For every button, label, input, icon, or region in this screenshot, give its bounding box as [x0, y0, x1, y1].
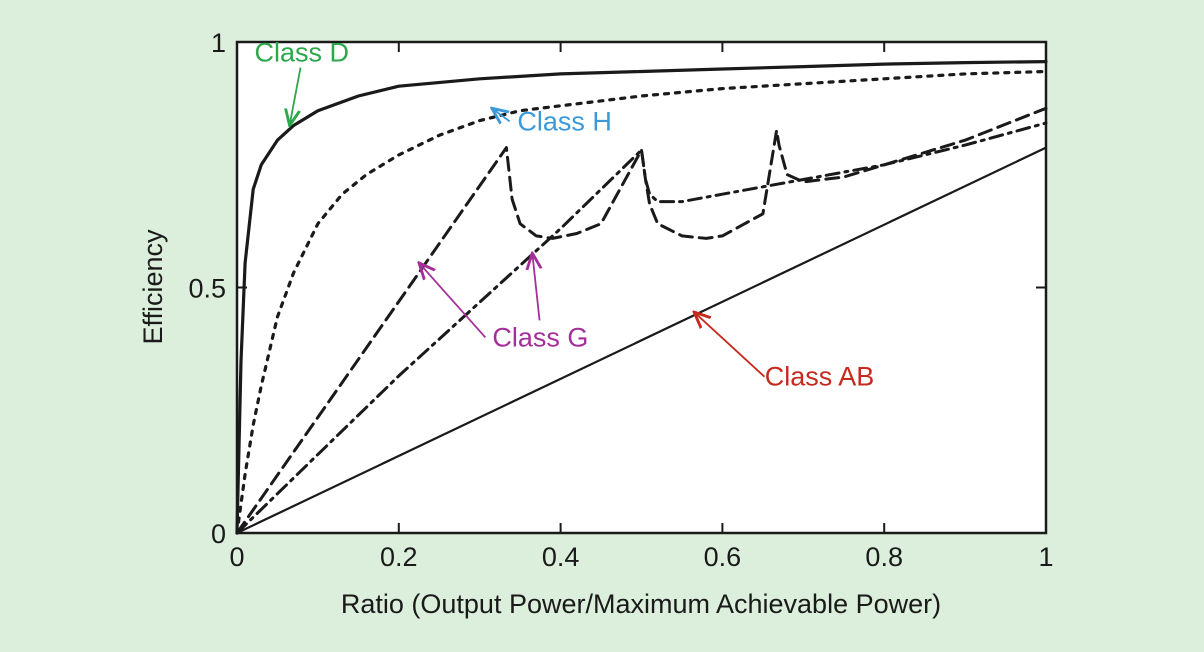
- series-line-solid-thin: [235, 146, 1048, 535]
- x-tick-label: 0.4: [542, 542, 580, 572]
- x-tick-label: 0.6: [704, 542, 742, 572]
- series-line-dash-dot: [235, 121, 1048, 535]
- series-layer: [235, 60, 1048, 535]
- annotation-label: Class AB: [765, 362, 875, 392]
- annotation-label: Class G: [492, 322, 588, 352]
- annotation-label: Class H: [517, 106, 612, 136]
- y-tick-label: 0: [211, 519, 226, 549]
- x-axis-title: Ratio (Output Power/Maximum Achievable P…: [341, 589, 941, 619]
- plot-area: [235, 40, 1048, 535]
- axis-ticks: 0 0.2 0.4 0.6 0.8 1 0 0.5 1: [188, 28, 1053, 572]
- annotation-layer: Class D Class H Class G Class AB: [254, 38, 874, 392]
- annotation-arrow: [532, 253, 539, 321]
- y-tick-label: 1: [211, 28, 226, 58]
- annotation-arrow: [694, 312, 766, 378]
- x-tick-label: 0.2: [380, 542, 418, 572]
- series-line-dotted: [235, 69, 1048, 535]
- annotation-label: Class D: [254, 38, 349, 68]
- x-tick-label: 0: [229, 542, 244, 572]
- series-line-dashed: [235, 106, 1048, 535]
- annotation-arrow: [290, 67, 302, 126]
- annotation-arrow: [492, 108, 511, 121]
- series-line-solid: [235, 60, 1048, 535]
- annotation-arrow: [419, 263, 487, 339]
- y-axis-title: Efficiency: [138, 229, 168, 345]
- x-tick-label: 0.8: [865, 542, 903, 572]
- x-tick-label: 1: [1038, 542, 1053, 572]
- y-tick-label: 0.5: [188, 274, 226, 304]
